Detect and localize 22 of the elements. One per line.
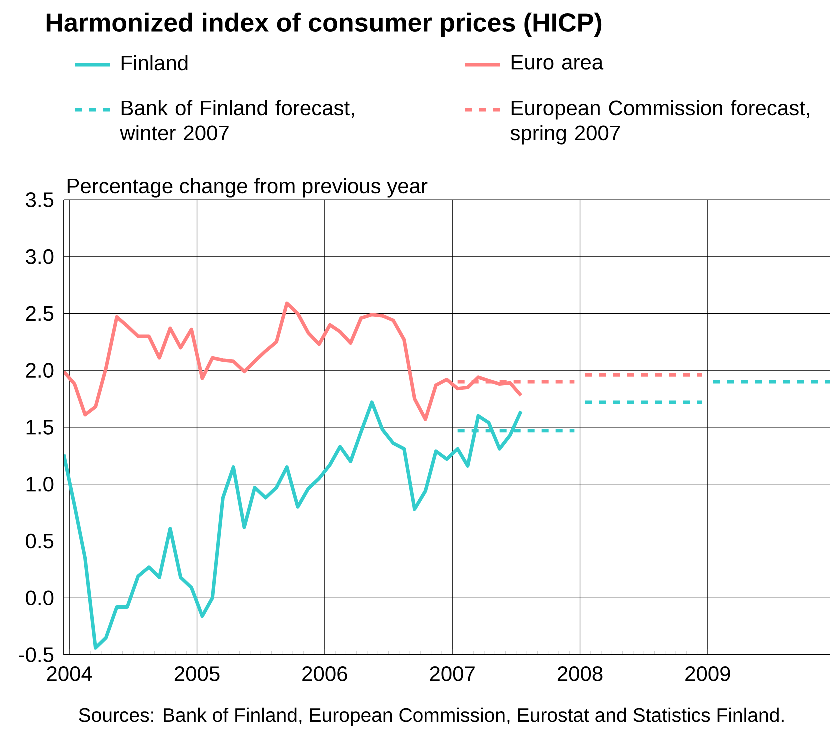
y-tick-label: 1.5 [26, 420, 54, 435]
legend-label: European Commission forecast, spring 2007 [510, 100, 810, 145]
legend-label: Finland [122, 55, 188, 71]
x-tick-label: 2007 [430, 666, 475, 682]
y-tick-label: -0.5 [19, 648, 54, 662]
chart-title: Harmonized index of consumer prices (HICP) [46, 12, 602, 38]
x-tick-label: 2008 [558, 666, 603, 682]
y-tick-label: 0.0 [26, 590, 54, 606]
legend-label: Euro area [512, 55, 604, 70]
y-tick-label: 1.0 [26, 476, 54, 492]
y-axis-title: Percentage change from previous year [68, 178, 428, 198]
x-tick-label: 2006 [302, 666, 348, 682]
y-tick-label: 3.0 [26, 249, 54, 264]
y-tick-label: 3.5 [26, 192, 54, 208]
x-tick-label: 2009 [686, 666, 730, 682]
y-tick-label: 0.5 [26, 534, 54, 549]
x-tick-label: 2005 [174, 666, 220, 682]
y-tick-label: 2.5 [26, 306, 54, 322]
source-note: Sources: Bank of Finland, European Commission, Eurostat and Statistics Finland. [79, 708, 784, 726]
y-tick-label: 2.0 [26, 363, 54, 378]
x-tick-label: 2004 [47, 666, 92, 682]
legend-label: Bank of Finland forecast, winter 2007 [120, 100, 354, 141]
